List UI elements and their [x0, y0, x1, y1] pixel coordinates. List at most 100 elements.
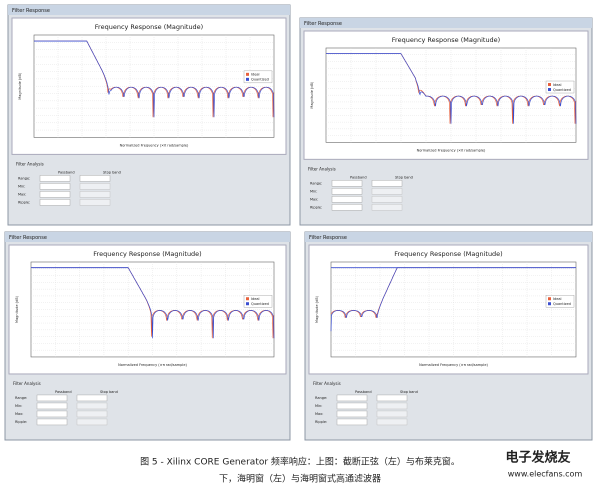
field [371, 180, 403, 187]
field [39, 183, 71, 190]
window: Filter Response Frequency Response (Magni… [304, 231, 593, 441]
x-axis-label: Normalized Frequency (×π rad/sample) [120, 143, 189, 147]
analysis-title: Filter Analysis [16, 161, 44, 166]
analysis-label: Ripple: [15, 420, 27, 424]
window: Filter Response Frequency Response (Magni… [4, 231, 291, 441]
window-title: Filter Response [9, 235, 47, 241]
plot-title: Frequency Response (Magnitude) [394, 250, 502, 258]
window: Filter Response Frequency Response (Magni… [299, 17, 593, 226]
analysis-header: Passband [350, 175, 367, 179]
analysis-header: Stop band [103, 170, 121, 174]
field [39, 199, 71, 206]
analysis-label: Max: [18, 192, 26, 196]
legend-entry: Ideal [553, 83, 562, 87]
analysis-title: Filter Analysis [308, 166, 336, 171]
field [36, 418, 68, 426]
plot-title: Frequency Response (Magnitude) [95, 23, 203, 31]
analysis-label: Min: [15, 404, 22, 408]
field [331, 180, 363, 187]
legend-swatch [246, 302, 249, 306]
legend-box [545, 295, 575, 308]
legend-swatch [548, 83, 551, 87]
window: Filter Response Frequency Response (Magni… [7, 4, 291, 226]
analysis-title: Filter Analysis [313, 381, 341, 386]
y-axis-label: Magnitude (dB) [310, 81, 314, 109]
analysis-header: Stop band [100, 390, 118, 394]
field [331, 204, 363, 211]
legend-box [545, 80, 575, 94]
analysis-label: Range: [18, 176, 30, 180]
analysis-label: Min: [310, 189, 317, 193]
analysis-header: Stop band [395, 175, 413, 179]
legend-entry: Quantized [553, 302, 571, 306]
field [336, 394, 368, 402]
x-axis-label: Normalized Frequency (×π rad/sample) [417, 148, 486, 152]
analysis-label: Ripple: [310, 205, 322, 209]
field [79, 191, 111, 198]
legend-swatch [548, 88, 551, 92]
field [76, 402, 108, 410]
field [376, 394, 408, 402]
legend-swatch [246, 77, 249, 81]
window-title: Filter Response [304, 21, 342, 27]
field [376, 402, 408, 410]
title-bar [305, 232, 592, 242]
field [76, 418, 108, 426]
x-axis-label: Normalized Frequency (×π rad/sample) [419, 363, 488, 367]
field [336, 418, 368, 426]
analysis-label: Range: [315, 396, 327, 400]
y-axis-label: Magnitude (dB) [315, 295, 319, 323]
plot-title: Frequency Response (Magnitude) [392, 36, 500, 44]
legend-box [243, 295, 273, 308]
analysis-label: Min: [315, 404, 322, 408]
legend-entry: Ideal [251, 73, 260, 77]
field [36, 394, 68, 402]
field [336, 402, 368, 410]
legend-entry: Ideal [553, 297, 562, 301]
field [376, 410, 408, 418]
caption-line: 图 5 - Xilinx CORE Generator 频率响应：上图：截断正弦… [140, 456, 460, 468]
field [36, 402, 68, 410]
field [376, 418, 408, 426]
legend-entry: Quantized [251, 302, 269, 306]
analysis-label: Range: [310, 181, 322, 185]
field [336, 410, 368, 418]
field [331, 196, 363, 203]
field [371, 188, 403, 195]
x-axis-label: Normalized Frequency (×π rad/sample) [118, 363, 187, 367]
legend-entry: Quantized [251, 78, 269, 82]
legend-entry: Ideal [251, 297, 260, 301]
window-title: Filter Response [12, 8, 50, 14]
legend-entry: Quantized [553, 88, 571, 92]
field [331, 188, 363, 195]
field [76, 410, 108, 418]
analysis-header: Stop band [400, 390, 418, 394]
watermark-name: 电子发烧友 [505, 450, 570, 466]
analysis-header: Passband [55, 390, 72, 394]
title-bar [8, 5, 290, 15]
legend-box [243, 70, 273, 84]
field [76, 394, 108, 402]
legend-swatch [246, 297, 249, 301]
title-bar [300, 18, 592, 28]
analysis-label: Ripple: [18, 200, 30, 204]
analysis-title: Filter Analysis [13, 381, 41, 386]
legend-swatch [548, 302, 551, 306]
field [371, 196, 403, 203]
field [79, 199, 111, 206]
field [39, 191, 71, 198]
analysis-label: Max: [15, 412, 23, 416]
analysis-header: Passband [58, 170, 75, 174]
analysis-label: Max: [310, 197, 318, 201]
analysis-label: Min: [18, 184, 25, 188]
analysis-label: Range: [15, 396, 27, 400]
window-title: Filter Response [309, 235, 347, 241]
field [79, 183, 111, 190]
y-axis-label: Magnitude (dB) [18, 72, 22, 100]
analysis-label: Ripple: [315, 420, 327, 424]
title-bar [5, 232, 290, 242]
field [371, 204, 403, 211]
analysis-header: Passband [355, 390, 372, 394]
y-axis-label: Magnitude (dB) [15, 295, 19, 323]
